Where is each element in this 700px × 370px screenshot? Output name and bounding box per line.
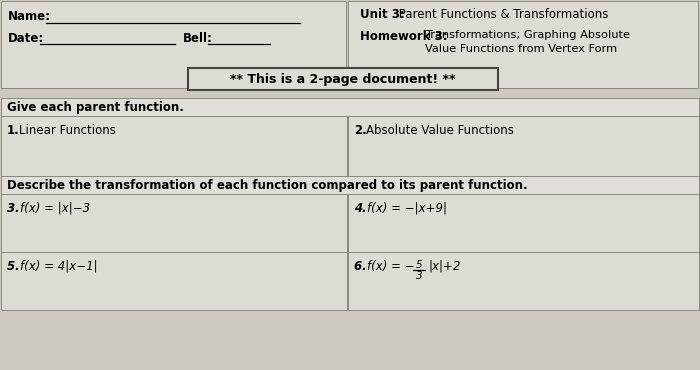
Text: 4.: 4. [354,202,371,215]
Text: f(x) = −|x+9|: f(x) = −|x+9| [367,202,447,215]
Text: f(x) = 4|x−1|: f(x) = 4|x−1| [20,260,97,273]
Text: 2.: 2. [354,124,367,137]
Text: 6.: 6. [354,260,371,273]
FancyBboxPatch shape [1,252,347,310]
FancyBboxPatch shape [1,176,699,194]
FancyBboxPatch shape [1,98,699,116]
FancyBboxPatch shape [348,1,698,88]
Text: ** This is a 2-page document! **: ** This is a 2-page document! ** [230,73,456,85]
FancyBboxPatch shape [348,116,699,176]
Text: Homework 3:: Homework 3: [360,30,447,43]
Text: Give each parent function.: Give each parent function. [7,101,184,114]
Text: Linear Functions: Linear Functions [19,124,116,137]
Text: Parent Functions & Transformations: Parent Functions & Transformations [395,8,608,21]
Text: |x|+2: |x|+2 [429,260,461,273]
FancyBboxPatch shape [348,252,699,310]
FancyBboxPatch shape [1,116,347,176]
Text: Transformations; Graphing Absolute: Transformations; Graphing Absolute [425,30,630,40]
FancyBboxPatch shape [1,1,346,88]
FancyBboxPatch shape [1,194,347,252]
Text: Value Functions from Vertex Form: Value Functions from Vertex Form [425,44,617,54]
Text: 3.: 3. [7,202,24,215]
FancyBboxPatch shape [348,194,699,252]
Text: 5.: 5. [7,260,24,273]
Text: Unit 3:: Unit 3: [360,8,405,21]
Text: 3: 3 [416,271,422,281]
Text: Bell:: Bell: [183,32,213,45]
Text: Name:: Name: [8,10,51,23]
Text: Absolute Value Functions: Absolute Value Functions [366,124,514,137]
Text: Describe the transformation of each function compared to its parent function.: Describe the transformation of each func… [7,178,528,192]
FancyBboxPatch shape [188,68,498,90]
Text: Date:: Date: [8,32,44,45]
Text: f(x) = −: f(x) = − [367,260,414,273]
Text: f(x) = |x|−3: f(x) = |x|−3 [20,202,90,215]
Text: 1.: 1. [7,124,20,137]
Text: 5: 5 [416,260,422,270]
